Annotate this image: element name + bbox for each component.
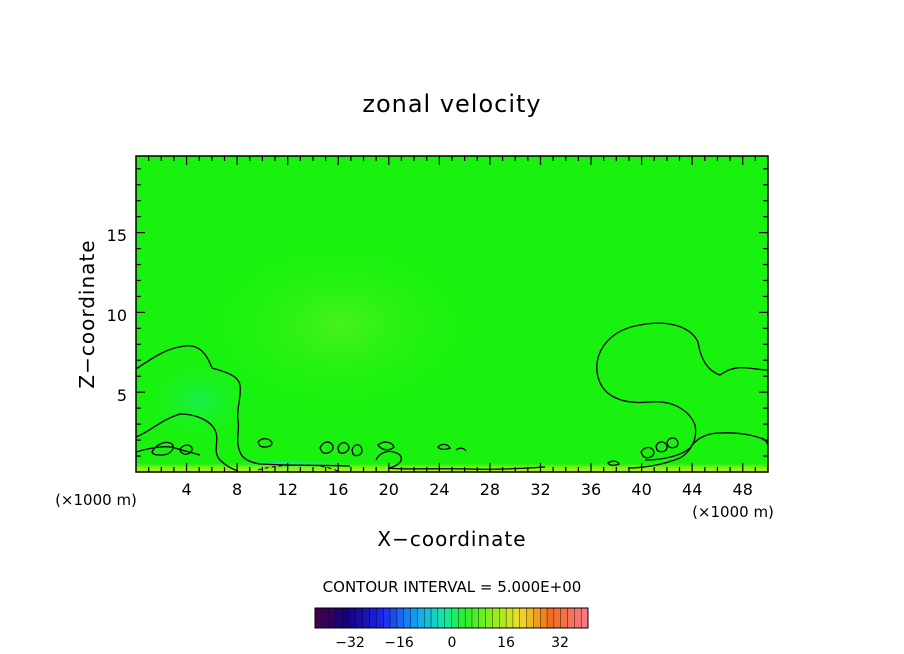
x-tick-label: 48 (733, 480, 753, 499)
colorbar-cell (369, 607, 377, 629)
contour-left-blob-2 (179, 444, 193, 455)
colorbar-cell (410, 607, 418, 629)
contour-right-blob-1 (640, 446, 655, 459)
colorbar-cell (512, 607, 521, 629)
colorbar-tick-label: −16 (384, 635, 414, 651)
contour-right-main (596, 322, 768, 469)
x-tick-label: 8 (232, 480, 242, 499)
chart-title: zonal velocity (362, 90, 541, 118)
x-unit-right: (×1000 m) (692, 503, 774, 521)
colorbar-cell (335, 607, 343, 629)
colorbar-cell (348, 607, 357, 629)
contour-blob-16b (337, 441, 350, 454)
colorbar-cell (485, 607, 493, 629)
colorbar-cell (560, 607, 569, 629)
contour-right-inner (644, 432, 768, 461)
contour-blob-16a (319, 441, 334, 454)
contour-right-blob-2 (655, 441, 668, 453)
colorbar-cell (533, 607, 541, 629)
colorbar-cell (396, 607, 405, 629)
contour-left-main (136, 345, 351, 467)
y-tick-label: 5 (117, 386, 127, 405)
x-unit-left: (×1000 m) (55, 491, 137, 509)
y-tick-labels: 5 10 15 (107, 226, 127, 405)
contour-blob-18a (351, 444, 363, 457)
colorbar-cell (505, 607, 514, 629)
field-positive-region (190, 230, 490, 420)
colorbar-cell (567, 607, 575, 629)
contour-lines (136, 322, 768, 472)
x-tick-labels: 4 8 12 16 20 24 28 32 36 40 44 48 (182, 480, 753, 499)
colorbar-cell (389, 607, 398, 629)
colorbar-cell (314, 607, 323, 629)
colorbar (314, 607, 589, 629)
field-negative-region (140, 355, 260, 445)
contour-right-blob-3 (666, 437, 679, 449)
colorbar-cell (471, 607, 480, 629)
colorbar-cell (499, 607, 507, 629)
colorbar-cell (321, 607, 330, 629)
x-tick-label: 36 (581, 480, 601, 499)
colorbar-cell (376, 607, 384, 629)
colorbar-cell (328, 607, 336, 629)
colorbar-cell (437, 607, 446, 629)
y-tick-label: 15 (107, 226, 127, 245)
x-tick-label: 28 (480, 480, 500, 499)
contour-mid-blob-1 (377, 441, 395, 451)
colorbar-cell (540, 607, 548, 629)
colorbar-cell (580, 607, 589, 629)
x-tick-label: 4 (182, 480, 192, 499)
colorbar-cell (417, 607, 425, 629)
colorbar-frame (314, 607, 589, 629)
colorbar-tick-label: 16 (497, 635, 515, 651)
contour-left-blob-1 (151, 441, 174, 456)
colorbar-cell (464, 607, 473, 629)
contour-right-blob-4 (607, 460, 620, 467)
colorbar-tick-label: 0 (448, 635, 457, 651)
x-tick-label: 40 (631, 480, 651, 499)
colorbar-cell (553, 607, 562, 629)
colorbar-cell (519, 607, 528, 629)
colorbar-cell (478, 607, 487, 629)
x-axis-label: X−coordinate (377, 527, 526, 551)
y-axis-label: Z−coordinate (75, 239, 99, 388)
contour-negative-dashed (257, 464, 341, 472)
y-tick-label: 10 (107, 306, 127, 325)
colorbar-cell (430, 607, 439, 629)
colorbar-cell (444, 607, 452, 629)
x-tick-label: 20 (379, 480, 399, 499)
contour-blob-12 (257, 438, 273, 448)
contour-mid-strip (375, 450, 546, 470)
colorbar-tick-labels: −32 −16 0 16 32 (335, 635, 569, 651)
x-tick-label: 24 (429, 480, 449, 499)
contour-interval-label: CONTOUR INTERVAL = 5.000E+00 (323, 578, 582, 596)
contour-mid-blob-2 (437, 443, 451, 451)
colorbar-cell (458, 607, 466, 629)
colorbar-cell (574, 607, 582, 629)
contour-left-inner (136, 413, 239, 472)
axis-ticks (136, 156, 768, 472)
colorbar-cell (492, 607, 500, 629)
contour-left-lower (136, 446, 201, 456)
plot-area (136, 156, 768, 472)
x-tick-label: 32 (530, 480, 550, 499)
x-tick-label: 16 (328, 480, 348, 499)
contour-mid-blob-3 (455, 447, 467, 452)
colorbar-cell (383, 607, 391, 629)
colorbar-cell (355, 607, 364, 629)
colorbar-cell (403, 607, 412, 629)
x-tick-label: 12 (278, 480, 298, 499)
x-tick-label: 44 (682, 480, 702, 499)
colorbar-cell (362, 607, 371, 629)
colorbar-cell (342, 607, 350, 629)
colorbar-cell (526, 607, 534, 629)
colorbar-cell (424, 607, 432, 629)
colorbar-cell (546, 607, 555, 629)
colorbar-tick-label: 32 (551, 635, 569, 651)
colorbar-cell (451, 607, 459, 629)
colorbar-tick-label: −32 (335, 635, 365, 651)
